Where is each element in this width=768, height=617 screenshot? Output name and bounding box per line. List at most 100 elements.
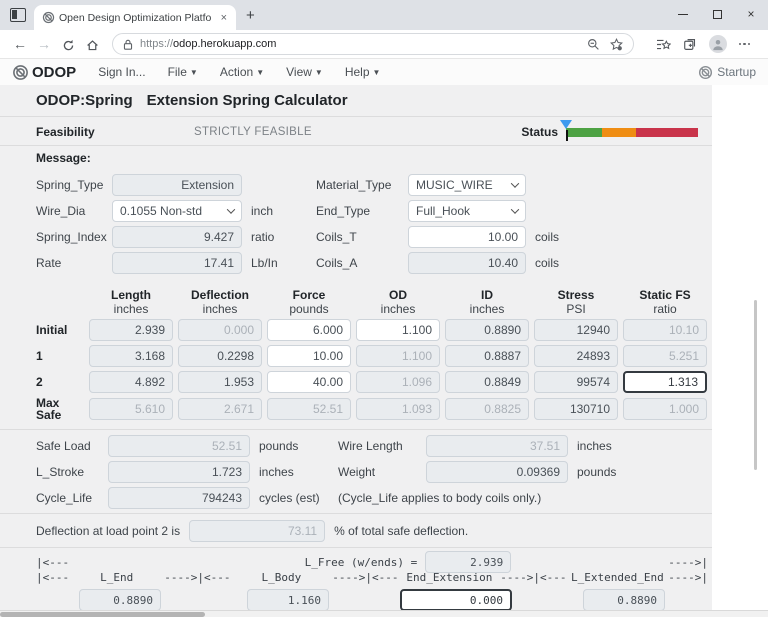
app-name: ODOP:Spring [36, 92, 133, 109]
param-label: Rate [36, 256, 62, 270]
result-label: Cycle_Life [36, 491, 93, 505]
l-end-field: 0.8890 [79, 589, 161, 610]
deflection-summary: Deflection at load point 2 is 73.11 % of… [36, 519, 712, 543]
maximize-button[interactable] [700, 0, 734, 28]
nav-sign-in[interactable]: Sign In... [98, 65, 146, 79]
force-1-input[interactable]: 10.00 [267, 345, 351, 367]
collections-icon[interactable] [683, 38, 697, 51]
tab-actions-icon[interactable] [10, 8, 26, 22]
cycle-life-note: (Cycle_Life applies to body coils only.) [338, 491, 542, 505]
menu-view[interactable]: View ▼ [286, 65, 323, 79]
param-label: Spring_Index [36, 230, 107, 244]
table-row: 2 4.892 1.953 40.00 1.096 0.8849 99574 1… [36, 371, 712, 393]
tab-close-icon[interactable]: × [220, 11, 227, 24]
vertical-scrollbar[interactable] [754, 300, 757, 470]
startup-label: Startup [717, 65, 756, 79]
param-label: Material_Type [316, 178, 392, 192]
segment-label: End_Extension [406, 571, 493, 584]
length-diagram: |<--- L_Free (w/ends) = 2.939 ---->| |<-… [36, 551, 712, 610]
feasibility-value: STRICTLY FEASIBLE [194, 125, 312, 138]
safe-load-field: 52.51 [108, 435, 250, 457]
status-bar [560, 120, 698, 141]
chevron-down-icon: ▼ [256, 68, 265, 77]
result-label: Safe Load [36, 439, 91, 453]
back-button[interactable]: ← [13, 36, 27, 52]
message-label: Message: [36, 151, 91, 165]
force-maxsafe: 52.51 [267, 398, 351, 420]
page-content: ODOP:Spring Extension Spring Calculator F… [0, 85, 712, 610]
home-button[interactable] [80, 36, 104, 52]
odop-logo-icon [13, 64, 28, 80]
l-stroke-field: 1.723 [108, 461, 250, 483]
material-type-select[interactable]: MUSIC_WIRE [408, 174, 526, 196]
staticfs-1: 5.251 [623, 345, 707, 367]
minimize-button[interactable] [666, 0, 700, 28]
chevron-down-icon [510, 179, 520, 188]
force-2-input[interactable]: 40.00 [267, 371, 351, 393]
status-tick [566, 130, 568, 141]
feasibility-label: Feasibility [36, 124, 95, 139]
favorite-star-icon[interactable] [609, 37, 623, 51]
results-row: L_Stroke 1.723 inches Weight 0.09369 pou… [36, 461, 712, 483]
favorites-bar-icon[interactable] [656, 38, 671, 51]
force-initial-input[interactable]: 6.000 [267, 319, 351, 341]
end-extension-input[interactable]: 0.000 [400, 589, 512, 610]
refresh-button[interactable] [56, 36, 80, 52]
browser-titlebar: Open Design Optimization Platfo × + × [0, 0, 768, 30]
url-bar[interactable]: https:// odop.herokuapp.com [112, 33, 634, 55]
table-row: Max Safe 5.610 2.671 52.51 1.093 0.8825 … [36, 397, 712, 421]
menu-action[interactable]: Action ▼ [219, 65, 265, 79]
param-label: Coils_A [316, 256, 358, 270]
menu-help[interactable]: Help ▼ [344, 65, 381, 79]
length-1: 3.168 [89, 345, 173, 367]
l-free-field: 2.939 [425, 551, 512, 573]
results-row: Cycle_Life 794243 cycles (est) (Cycle_Li… [36, 487, 712, 509]
wire-length-field: 37.51 [426, 435, 568, 457]
param-label: Coils_T [316, 230, 357, 244]
url-scheme: https:// [140, 38, 174, 50]
od-initial-input[interactable]: 1.100 [356, 319, 440, 341]
browser-tab[interactable]: Open Design Optimization Platfo × [34, 5, 236, 30]
table-row: Initial 2.939 0.000 6.000 1.100 0.8890 1… [36, 319, 712, 341]
menu-file[interactable]: File ▼ [167, 65, 198, 79]
params-left: Spring_Type Extension Wire_Dia 0.1055 Non-… [36, 174, 288, 278]
spring-icon [699, 65, 713, 79]
more-menu-icon[interactable] [738, 42, 750, 46]
zoom-icon[interactable] [587, 38, 600, 51]
rate-field: 17.41 [112, 252, 242, 274]
wire-dia-select[interactable]: 0.1055 Non-std [112, 200, 242, 222]
length-maxsafe: 5.610 [89, 398, 173, 420]
calculator-title: Extension Spring Calculator [146, 92, 348, 109]
staticfs-maxsafe: 1.000 [623, 398, 707, 420]
horizontal-scrollbar-thumb[interactable] [0, 612, 205, 617]
coils-t-input[interactable]: 10.00 [408, 226, 526, 248]
app-navbar: ODOP Sign In... File ▼ Action ▼ View ▼ Help… [0, 59, 768, 85]
od-2: 1.096 [356, 371, 440, 393]
status-marker-icon [560, 120, 572, 129]
odop-brand[interactable]: ODOP [12, 64, 76, 81]
length-2: 4.892 [89, 371, 173, 393]
id-initial: 0.8890 [445, 319, 529, 341]
result-label: Weight [338, 465, 376, 479]
deflection-initial: 0.000 [178, 319, 262, 341]
feasibility-row: Feasibility STRICTLY FEASIBLE Status [36, 120, 712, 141]
forward-button[interactable]: → [37, 36, 51, 52]
results-row: Safe Load 52.51 pounds Wire Length 37.51… [36, 435, 712, 457]
staticfs-initial: 10.10 [623, 319, 707, 341]
result-label: L_Stroke [36, 465, 85, 479]
page-title: ODOP:Spring Extension Spring Calculator [36, 92, 712, 112]
param-label: Wire_Dia [36, 204, 86, 218]
deflection-maxsafe: 2.671 [178, 398, 262, 420]
segment-label: L_Body [261, 571, 302, 584]
new-tab-button[interactable]: + [246, 7, 255, 24]
chevron-down-icon: ▼ [189, 68, 198, 77]
close-button[interactable]: × [747, 7, 755, 21]
spring-type-field: Extension [112, 174, 242, 196]
end-type-select[interactable]: Full_Hook [408, 200, 526, 222]
stress-2: 99574 [534, 371, 618, 393]
staticfs-2: 1.313 [623, 371, 707, 393]
horizontal-scrollbar[interactable] [0, 610, 768, 617]
url-host: odop.herokuapp.com [173, 38, 277, 50]
id-2: 0.8849 [445, 371, 529, 393]
profile-avatar[interactable] [708, 35, 727, 53]
